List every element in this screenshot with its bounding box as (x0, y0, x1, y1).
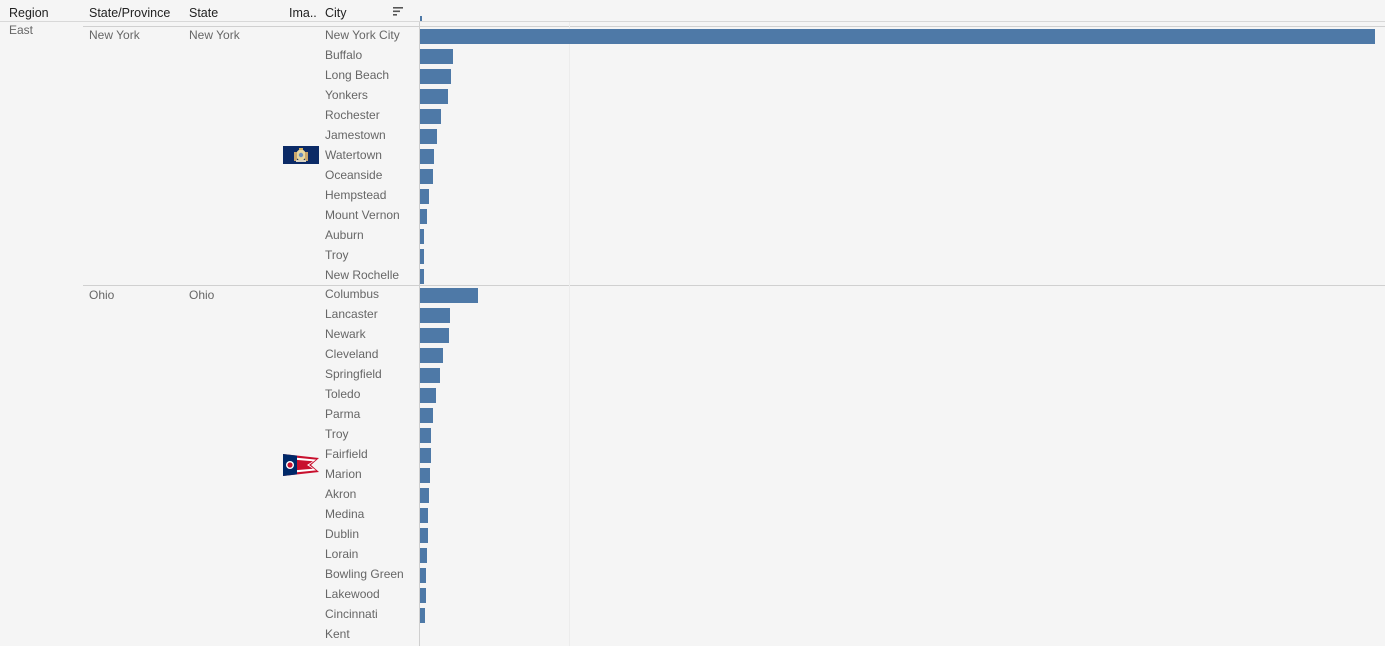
city-label: Watertown (325, 148, 382, 162)
bar-parma[interactable] (420, 408, 433, 423)
city-label: Parma (325, 407, 361, 421)
city-label: Lancaster (325, 307, 378, 321)
state-new-york: New York (189, 28, 240, 42)
city-label: Bowling Green (325, 567, 404, 581)
region-label: East (9, 23, 34, 37)
city-label: Marion (325, 467, 362, 481)
city-label: Jamestown (325, 128, 386, 142)
bar-dublin[interactable] (420, 528, 428, 543)
bar-bowling-green[interactable] (420, 568, 426, 583)
bar-oceanside[interactable] (420, 169, 433, 184)
city-label: Buffalo (325, 48, 363, 62)
bar-toledo[interactable] (420, 388, 436, 403)
city-label: Yonkers (325, 88, 368, 102)
bar-buffalo[interactable] (420, 49, 453, 64)
bar-fairfield[interactable] (420, 448, 431, 463)
city-label: Springfield (325, 367, 382, 381)
city-label: Cleveland (325, 347, 379, 361)
city-label: Long Beach (325, 68, 390, 82)
city-label: Newark (325, 327, 366, 341)
sort-descending-icon[interactable] (392, 6, 404, 18)
bar-hempstead[interactable] (420, 189, 429, 204)
city-label: Troy (325, 427, 349, 441)
bar-lorain[interactable] (420, 548, 427, 563)
new-york-flag-icon (283, 146, 319, 164)
bar-lakewood[interactable] (420, 588, 426, 603)
bar-rochester[interactable] (420, 109, 441, 124)
city-label: Fairfield (325, 447, 368, 461)
value-axis (419, 22, 420, 646)
city-label: Hempstead (325, 188, 387, 202)
city-label: Rochester (325, 108, 380, 122)
axis-origin-mark (420, 16, 422, 21)
header-divider (0, 21, 1385, 22)
bar-lancaster[interactable] (420, 308, 450, 323)
city-label: Medina (325, 507, 365, 521)
bar-newark[interactable] (420, 328, 449, 343)
city-label: Cincinnati (325, 607, 378, 621)
group-divider-new-york (83, 26, 1385, 27)
city-label: Auburn (325, 228, 364, 242)
bar-yonkers[interactable] (420, 89, 448, 104)
city-label: New York City (325, 28, 400, 42)
header-state-province[interactable]: State/Province (89, 6, 171, 20)
bar-new-rochelle[interactable] (420, 269, 424, 284)
header-region[interactable]: Region (9, 6, 49, 20)
city-label: Troy (325, 248, 349, 262)
city-label: Lakewood (325, 587, 380, 601)
bar-new-york-city[interactable] (420, 29, 1375, 44)
group-divider-ohio (83, 285, 1385, 286)
bar-troy[interactable] (420, 249, 424, 264)
city-label: Lorain (325, 547, 359, 561)
city-label: Mount Vernon (325, 208, 400, 222)
city-label: Kent (325, 627, 350, 641)
city-label: Toledo (325, 387, 361, 401)
header-state[interactable]: State (189, 6, 219, 20)
bar-jamestown[interactable] (420, 129, 437, 144)
state-province-new-york: New York (89, 28, 140, 42)
bar-cleveland[interactable] (420, 348, 443, 363)
header-city[interactable]: City (325, 6, 347, 20)
ohio-flag-icon (283, 454, 319, 476)
bar-watertown[interactable] (420, 149, 434, 164)
bar-troy[interactable] (420, 428, 431, 443)
bar-auburn[interactable] (420, 229, 424, 244)
state-province-ohio: Ohio (89, 288, 115, 302)
bar-marion[interactable] (420, 468, 430, 483)
bar-mount-vernon[interactable] (420, 209, 427, 224)
bar-akron[interactable] (420, 488, 429, 503)
bar-medina[interactable] (420, 508, 428, 523)
grid-line (569, 22, 570, 646)
bar-cincinnati[interactable] (420, 608, 425, 623)
city-label: Oceanside (325, 168, 383, 182)
city-label: New Rochelle (325, 268, 400, 282)
bar-columbus[interactable] (420, 288, 478, 303)
bar-long-beach[interactable] (420, 69, 451, 84)
city-label: Akron (325, 487, 357, 501)
city-label: Dublin (325, 527, 360, 541)
city-label: Columbus (325, 287, 380, 301)
bar-springfield[interactable] (420, 368, 440, 383)
header-image[interactable]: Ima.. (289, 6, 317, 20)
state-ohio: Ohio (189, 288, 215, 302)
